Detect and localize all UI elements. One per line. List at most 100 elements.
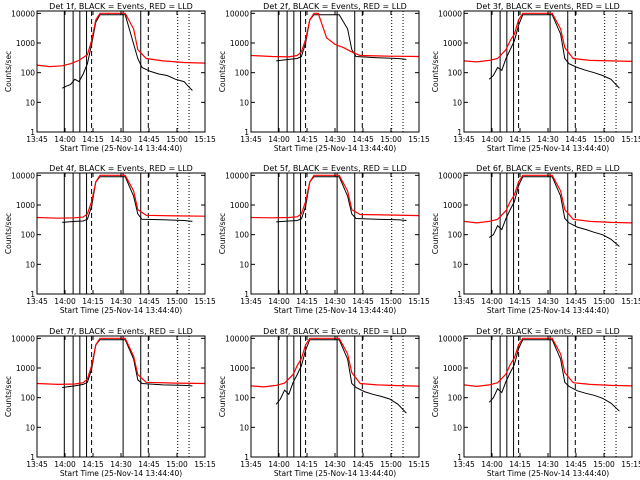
y-tick-label: 10000 bbox=[225, 334, 249, 343]
x-tick-label: 15:00 bbox=[380, 460, 402, 469]
x-tick-label: 15:00 bbox=[593, 135, 615, 144]
y-tick-label: 10 bbox=[239, 98, 249, 107]
events-series-line bbox=[488, 176, 620, 247]
x-tick-label: 14:30 bbox=[324, 297, 346, 306]
panel-title: Det 1f, BLACK = Events, RED = LLD bbox=[49, 2, 193, 11]
x-tick-label: 14:30 bbox=[324, 135, 346, 144]
y-tick-label: 10 bbox=[239, 260, 249, 269]
x-tick-label: 14:30 bbox=[537, 460, 559, 469]
y-tick-label: 100 bbox=[235, 69, 250, 78]
axes-frame bbox=[463, 335, 633, 458]
x-tick-label: 14:00 bbox=[481, 135, 503, 144]
events-series-line bbox=[62, 339, 193, 388]
x-tick-label: 14:00 bbox=[268, 135, 290, 144]
panel-title: Det 2f, BLACK = Events, RED = LLD bbox=[263, 2, 407, 11]
x-tick-label: 15:15 bbox=[621, 297, 640, 306]
lld-series-line bbox=[250, 12, 420, 58]
y-tick-label: 100 bbox=[448, 231, 463, 240]
x-tick-label: 15:00 bbox=[166, 135, 188, 144]
x-tick-label: 13:45 bbox=[453, 297, 475, 306]
y-tick-label: 1 bbox=[244, 128, 249, 137]
x-tick-label: 13:45 bbox=[26, 135, 48, 144]
x-tick-label: 14:30 bbox=[324, 460, 346, 469]
events-series-line bbox=[488, 14, 620, 89]
panel-det-2f: Det 2f, BLACK = Events, RED = LLD 1 10 100 1… bbox=[218, 2, 430, 153]
y-tick-label: 10 bbox=[452, 98, 462, 107]
events-series-line bbox=[276, 14, 407, 62]
x-tick-label: 13:45 bbox=[240, 460, 262, 469]
events-series-line bbox=[275, 339, 407, 414]
x-tick-label: 15:00 bbox=[380, 297, 402, 306]
y-axis-label: Counts/sec bbox=[431, 376, 440, 417]
x-tick-label: 15:15 bbox=[621, 460, 640, 469]
x-tick-label: 14:00 bbox=[54, 460, 76, 469]
x-tick-label: 14:45 bbox=[352, 135, 374, 144]
y-axis-label: Counts/sec bbox=[4, 376, 13, 417]
x-tick-label: 14:15 bbox=[296, 297, 318, 306]
events-series-line bbox=[488, 339, 620, 412]
x-tick-label: 13:45 bbox=[453, 135, 475, 144]
y-tick-label: 1000 bbox=[230, 201, 249, 210]
y-tick-label: 1000 bbox=[16, 201, 35, 210]
y-tick-label: 1 bbox=[457, 290, 462, 299]
x-axis-label: Start Time (25-Nov-14 13:44:40) bbox=[487, 469, 609, 478]
x-tick-label: 14:45 bbox=[565, 135, 587, 144]
x-tick-label: 15:00 bbox=[166, 460, 188, 469]
x-tick-label: 15:00 bbox=[593, 297, 615, 306]
x-tick-label: 14:30 bbox=[110, 460, 132, 469]
panel-det-7f: Det 7f, BLACK = Events, RED = LLD 1 10 100 1… bbox=[4, 327, 216, 478]
panel-det-6f: Det 6f, BLACK = Events, RED = LLD 1 10 100 1… bbox=[431, 164, 640, 315]
lld-series-line bbox=[250, 174, 420, 219]
y-tick-label: 1 bbox=[30, 290, 35, 299]
x-tick-label: 14:30 bbox=[110, 135, 132, 144]
x-tick-label: 14:30 bbox=[110, 297, 132, 306]
events-series-line bbox=[62, 176, 193, 223]
y-tick-label: 10000 bbox=[438, 334, 462, 343]
x-tick-label: 15:15 bbox=[408, 460, 430, 469]
y-tick-label: 10 bbox=[452, 423, 462, 432]
y-tick-label: 100 bbox=[21, 69, 36, 78]
axes-frame bbox=[36, 10, 206, 133]
x-axis-label: Start Time (25-Nov-14 13:44:40) bbox=[60, 469, 182, 478]
panel-det-8f: Det 8f, BLACK = Events, RED = LLD 1 10 100 1… bbox=[218, 327, 430, 478]
x-axis-label: Start Time (25-Nov-14 13:44:40) bbox=[60, 306, 182, 315]
y-axis-label: Counts/sec bbox=[218, 213, 227, 254]
lld-series-line bbox=[36, 337, 206, 386]
panel-title: Det 3f, BLACK = Events, RED = LLD bbox=[476, 2, 620, 11]
x-tick-label: 14:45 bbox=[352, 460, 374, 469]
x-tick-label: 14:45 bbox=[352, 297, 374, 306]
axes-frame bbox=[463, 172, 633, 295]
axes-frame bbox=[250, 172, 420, 295]
y-tick-label: 1000 bbox=[443, 201, 462, 210]
y-tick-label: 1000 bbox=[230, 364, 249, 373]
y-tick-label: 10 bbox=[25, 98, 35, 107]
y-tick-label: 1 bbox=[457, 453, 462, 462]
x-tick-label: 15:15 bbox=[194, 297, 216, 306]
x-tick-label: 14:00 bbox=[268, 460, 290, 469]
x-tick-label: 14:15 bbox=[82, 297, 104, 306]
y-tick-label: 10 bbox=[25, 260, 35, 269]
x-tick-label: 15:15 bbox=[194, 460, 216, 469]
y-tick-label: 1000 bbox=[443, 364, 462, 373]
lld-series-line bbox=[250, 337, 420, 388]
x-tick-label: 15:00 bbox=[166, 297, 188, 306]
y-tick-label: 10 bbox=[239, 423, 249, 432]
x-tick-label: 15:15 bbox=[408, 297, 430, 306]
axes-frame bbox=[250, 10, 420, 133]
x-axis-label: Start Time (25-Nov-14 13:44:40) bbox=[274, 306, 396, 315]
y-tick-label: 1 bbox=[30, 128, 35, 137]
lld-series-line bbox=[463, 12, 633, 63]
y-tick-label: 100 bbox=[235, 394, 250, 403]
x-tick-label: 14:00 bbox=[481, 460, 503, 469]
x-tick-label: 15:15 bbox=[194, 135, 216, 144]
y-tick-label: 1 bbox=[244, 453, 249, 462]
x-tick-label: 14:15 bbox=[82, 135, 104, 144]
y-tick-label: 10000 bbox=[11, 9, 35, 18]
y-tick-label: 10000 bbox=[11, 171, 35, 180]
events-series-line bbox=[276, 176, 407, 223]
x-tick-label: 14:30 bbox=[537, 135, 559, 144]
y-tick-label: 10 bbox=[452, 260, 462, 269]
x-axis-label: Start Time (25-Nov-14 13:44:40) bbox=[60, 144, 182, 153]
x-tick-label: 14:00 bbox=[54, 135, 76, 144]
y-axis-label: Counts/sec bbox=[431, 51, 440, 92]
